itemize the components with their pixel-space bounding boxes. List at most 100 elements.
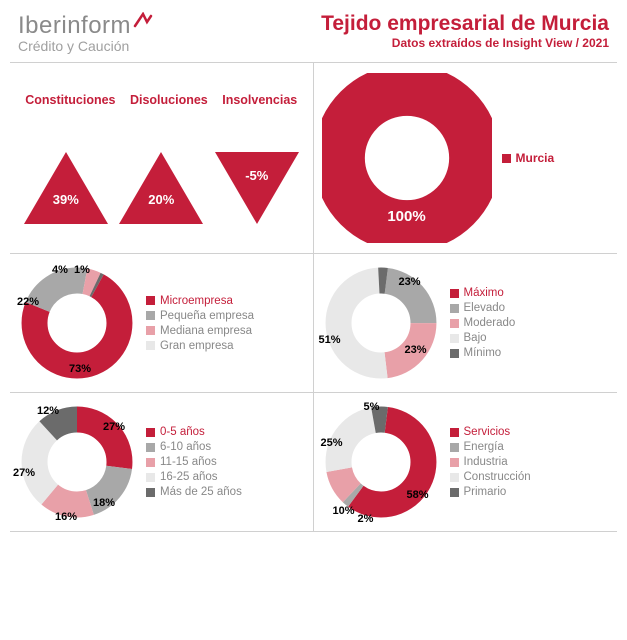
indicator-label: Disoluciones [130, 93, 208, 107]
indicator-label: Constituciones [25, 93, 115, 107]
indicator-triangle: 39% [24, 152, 108, 224]
slice-label: 23% [398, 276, 420, 288]
legend-label: Más de 25 años [160, 486, 242, 498]
legend-swatch [146, 326, 155, 335]
risk-cell: 23%23%51% MáximoElevadoModeradoBajoMínim… [314, 254, 618, 393]
legend-label: 11-15 años [160, 456, 217, 468]
size-legend: Microempresa Pequeña empresa Mediana empre… [146, 295, 254, 352]
legend-label: Mínimo [464, 347, 502, 359]
legend-label: 6-10 años [160, 441, 211, 453]
legend-swatch [450, 334, 459, 343]
legend-label: Bajo [464, 332, 487, 344]
legend-item: 6-10 años [146, 441, 242, 453]
slice-label: 2% [358, 513, 374, 525]
legend-label: Primario [464, 486, 507, 498]
legend-item: Máximo [450, 287, 516, 299]
title-block: Tejido empresarial de Murcia Datos extra… [321, 12, 609, 50]
slice-label: 10% [332, 505, 354, 517]
header: Iberinform Crédito y Caución Tejido empr… [0, 0, 627, 62]
legend-item: Primario [450, 486, 531, 498]
slice-label: 12% [37, 405, 59, 417]
legend-swatch [146, 341, 155, 350]
legend-swatch [146, 458, 155, 467]
indicator-value: -5% [245, 168, 268, 183]
chart-grid: Constituciones Disoluciones Insolvencias 3… [10, 62, 617, 532]
legend-item: Gran empresa [146, 340, 254, 352]
indicators-cell: Constituciones Disoluciones Insolvencias 3… [10, 63, 314, 254]
slice-label: 1% [74, 264, 90, 276]
indicator-triangle: -5% [215, 152, 299, 224]
legend-swatch [450, 319, 459, 328]
age-cell: 27%18%16%27%12% 0-5 años6-10 años11-15 a… [10, 393, 314, 532]
indicator-value: 39% [53, 192, 79, 207]
risk-legend: Máximo Elevado Moderado Bajo Mínimo [450, 287, 516, 359]
region-cell: 100% Murcia [314, 63, 618, 254]
legend-swatch [450, 458, 459, 467]
legend-swatch [502, 154, 511, 163]
legend-swatch [146, 488, 155, 497]
legend-label: Moderado [464, 317, 516, 329]
slice-label: 16% [55, 511, 77, 523]
legend-swatch [450, 349, 459, 358]
legend-label: 0-5 años [160, 426, 205, 438]
legend-label: Gran empresa [160, 340, 234, 352]
slice-label: 27% [103, 421, 125, 433]
size-donut: 73%22%4%1% [18, 264, 136, 382]
legend-label: Industria [464, 456, 508, 468]
slice-label: 23% [404, 344, 426, 356]
legend-label: Servicios [464, 426, 511, 438]
legend-swatch [450, 289, 459, 298]
legend-swatch [146, 473, 155, 482]
legend-label: 16-25 años [160, 471, 218, 483]
legend-item: Construcción [450, 471, 531, 483]
region-value: 100% [387, 208, 425, 225]
legend-label: Microempresa [160, 295, 233, 307]
age-legend: 0-5 años 6-10 años 11-15 años 16-25 años Más… [146, 426, 242, 498]
legend-item: 0-5 años [146, 426, 242, 438]
legend-item: Servicios [450, 426, 531, 438]
legend-item: 11-15 años [146, 456, 242, 468]
logo-subtitle: Crédito y Caución [18, 38, 153, 54]
size-cell: 73%22%4%1% MicroempresaPequeña empresaMe… [10, 254, 314, 393]
slice-label: 4% [52, 264, 68, 276]
region-legend: Murcia [502, 151, 555, 165]
slice-label: 58% [406, 489, 428, 501]
legend-swatch [146, 428, 155, 437]
legend-item: Murcia [502, 151, 555, 165]
legend-item: Mediana empresa [146, 325, 254, 337]
slice-label: 73% [69, 363, 91, 375]
legend-item: Bajo [450, 332, 516, 344]
legend-label: Murcia [516, 151, 555, 165]
legend-swatch [450, 488, 459, 497]
legend-item: Moderado [450, 317, 516, 329]
indicator-triangle: 20% [119, 152, 203, 224]
legend-label: Máximo [464, 287, 504, 299]
slice-label: 27% [13, 467, 35, 479]
indicator-value: 20% [148, 192, 174, 207]
legend-label: Elevado [464, 302, 506, 314]
logo-icon [133, 12, 153, 30]
sector-donut: 58%2%10%25%5% [322, 403, 440, 521]
legend-item: Industria [450, 456, 531, 468]
logo-main: Iberinform [18, 12, 153, 40]
sector-cell: 58%2%10%25%5% ServiciosEnergíaIndustriaC… [314, 393, 618, 532]
legend-item: Mínimo [450, 347, 516, 359]
legend-swatch [450, 304, 459, 313]
legend-swatch [450, 443, 459, 452]
page-title: Tejido empresarial de Murcia [321, 12, 609, 36]
risk-donut: 23%23%51% [322, 264, 440, 382]
legend-swatch [146, 443, 155, 452]
page-subtitle: Datos extraídos de Insight View / 2021 [321, 36, 609, 50]
legend-label: Mediana empresa [160, 325, 252, 337]
sector-legend: ServiciosEnergíaIndustriaConstrucciónPri… [450, 426, 531, 498]
legend-swatch [450, 473, 459, 482]
legend-item: Elevado [450, 302, 516, 314]
legend-item: 16-25 años [146, 471, 242, 483]
indicator-label: Insolvencias [222, 93, 297, 107]
logo-block: Iberinform Crédito y Caución [18, 12, 153, 54]
legend-label: Construcción [464, 471, 531, 483]
legend-label: Pequeña empresa [160, 310, 254, 322]
region-donut: 100% [322, 73, 492, 243]
age-donut: 27%18%16%27%12% [18, 403, 136, 521]
legend-swatch [146, 311, 155, 320]
